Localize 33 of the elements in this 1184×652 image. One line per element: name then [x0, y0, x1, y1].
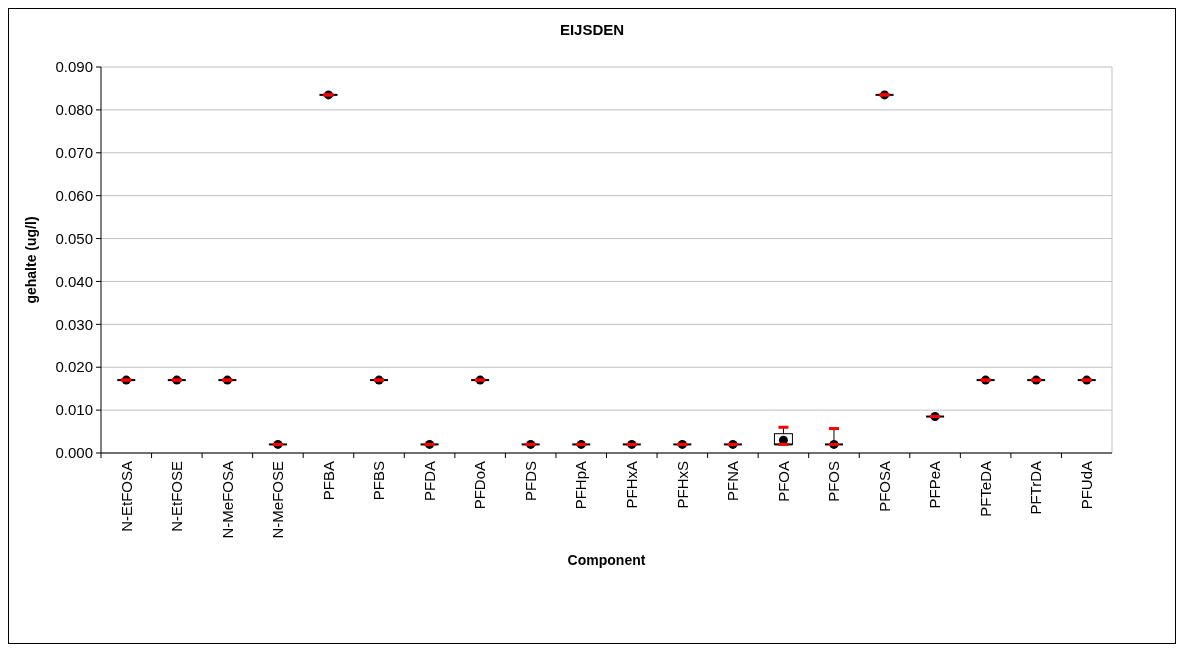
y-tick-label: 0.090 — [55, 58, 93, 76]
y-tick-label: 0.000 — [55, 444, 93, 462]
x-tick-label: PFTrDA — [1027, 461, 1045, 515]
x-tick-label: N-EtFOSA — [117, 461, 135, 532]
y-tick-label: 0.060 — [55, 186, 93, 204]
x-tick-label: N-EtFOSE — [168, 461, 186, 532]
x-tick-label: N-MeFOSE — [269, 461, 287, 539]
y-tick-label: 0.040 — [55, 272, 93, 290]
x-tick-label: PFPeA — [926, 461, 944, 509]
y-axis-title: gehalte (ug/l) — [23, 216, 39, 304]
x-axis-title: Component — [567, 552, 646, 568]
y-tick-label: 0.010 — [55, 401, 93, 419]
y-tick-label: 0.080 — [55, 101, 93, 119]
chart-title: EIJSDEN — [559, 21, 625, 38]
x-tick-label: PFOA — [774, 461, 792, 502]
x-tick-label: PFTeDA — [976, 461, 994, 517]
x-tick-label: PFUdA — [1077, 461, 1095, 510]
x-tick-label: PFOSA — [875, 461, 893, 512]
y-tick-label: 0.020 — [55, 358, 93, 376]
x-tick-label: PFBA — [319, 461, 337, 501]
x-tick-label: N-MeFOSA — [218, 461, 236, 539]
y-tick-label: 0.030 — [55, 315, 93, 333]
y-tick-label: 0.070 — [55, 144, 93, 162]
x-tick-label: PFOS — [825, 461, 843, 502]
x-tick-label: PFDS — [521, 461, 539, 502]
x-tick-label: PFBS — [370, 461, 388, 501]
x-tick-label: PFDoA — [471, 461, 489, 510]
x-tick-label: PFHxA — [623, 461, 641, 509]
x-tick-label: PFNA — [724, 461, 742, 502]
y-tick-label: 0.050 — [55, 229, 93, 247]
x-tick-label: PFHpA — [572, 461, 590, 510]
x-tick-label: PFDA — [420, 461, 438, 502]
x-tick-label: PFHxS — [673, 461, 691, 509]
